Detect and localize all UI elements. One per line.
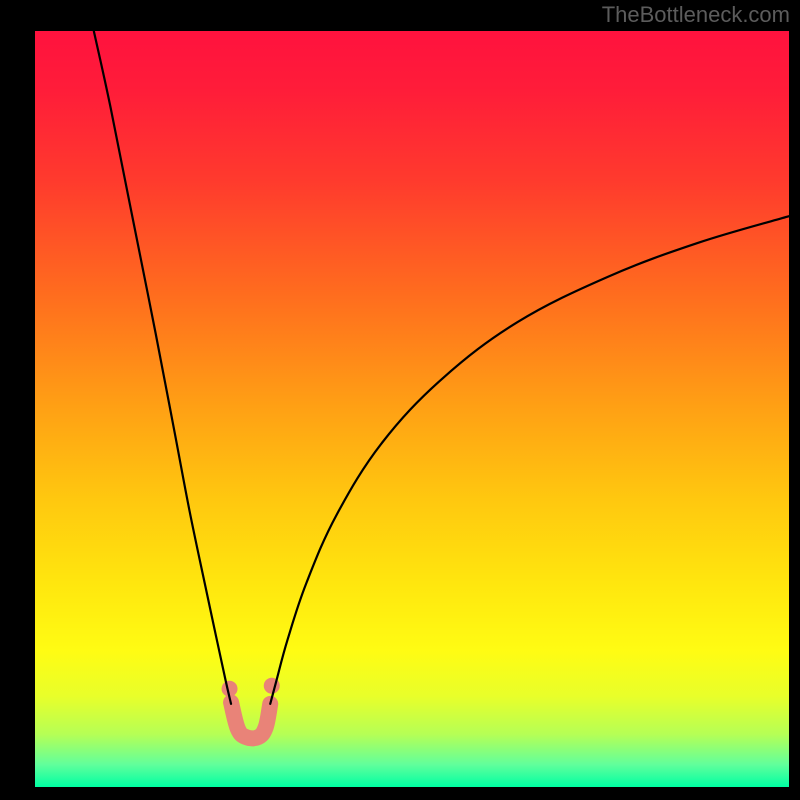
chart-root: TheBottleneck.com (0, 0, 800, 800)
chart-svg (0, 0, 800, 800)
